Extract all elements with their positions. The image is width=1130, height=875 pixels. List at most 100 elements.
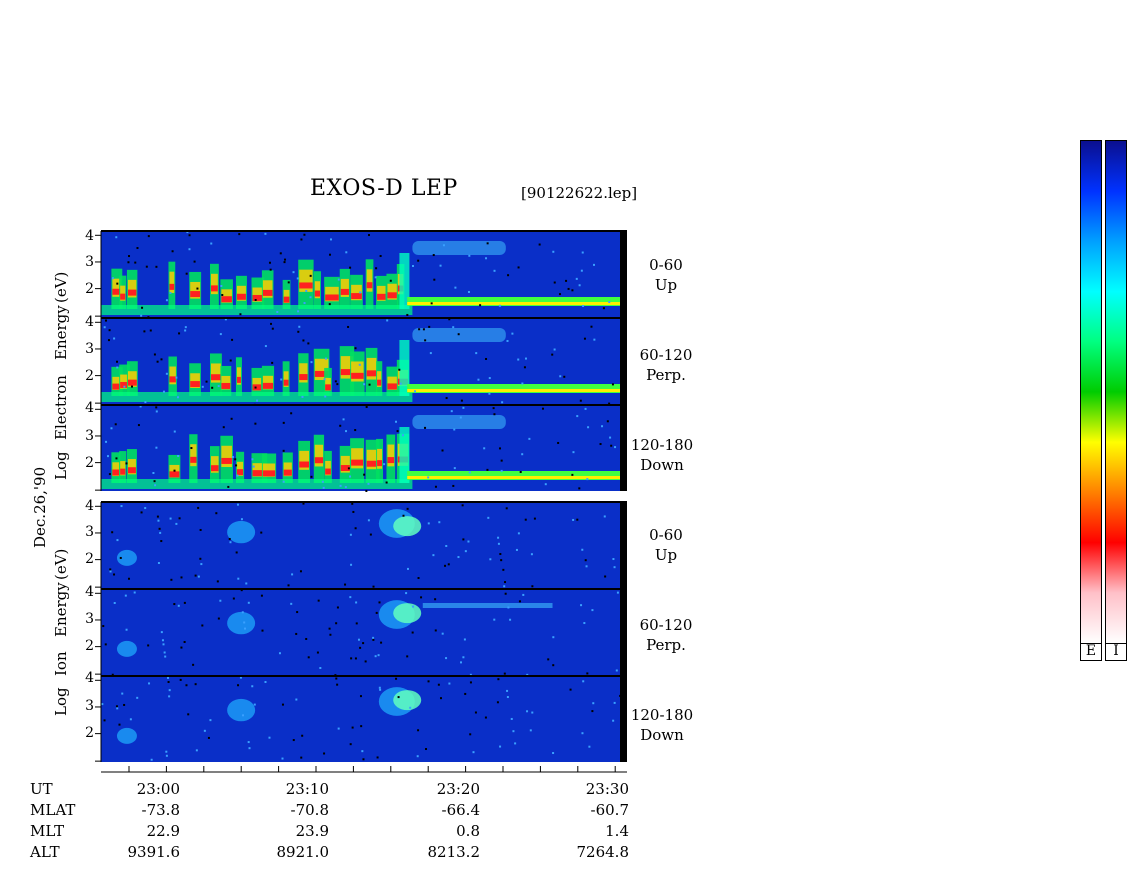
energy-burst-peak (236, 469, 244, 476)
noise-speck (601, 425, 604, 428)
noise-speck (368, 383, 371, 386)
noise-speck (350, 563, 353, 566)
post-step-band (407, 297, 620, 306)
noise-speck (354, 527, 357, 530)
noise-speck (613, 566, 616, 569)
noise-speck (522, 593, 525, 596)
noise-speck (176, 396, 179, 399)
energy-burst-peak (377, 460, 383, 467)
noise-speck (374, 276, 377, 279)
low-energy-band (101, 305, 413, 315)
noise-speck (337, 727, 340, 730)
noise-speck (136, 247, 139, 250)
noise-speck (350, 657, 353, 660)
noise-speck (376, 756, 379, 759)
noise-speck (580, 269, 583, 272)
noise-speck (354, 657, 357, 660)
noise-speck (507, 606, 510, 609)
noise-speck (469, 733, 472, 736)
noise-speck (468, 471, 471, 474)
tick-label: 2 (85, 368, 94, 384)
noise-speck (582, 680, 585, 683)
tick-label: 3 (85, 524, 94, 540)
noise-speck (418, 328, 421, 331)
noise-speck (300, 238, 303, 241)
faint-arc (412, 241, 506, 255)
mlt-value: 1.4 (605, 822, 629, 840)
noise-speck (116, 707, 119, 710)
noise-speck (219, 333, 222, 336)
noise-speck (571, 289, 574, 292)
noise-speck (169, 291, 172, 294)
noise-speck (203, 729, 206, 732)
noise-speck (576, 415, 579, 418)
row-label-ut: UT (30, 780, 53, 798)
noise-speck (486, 242, 489, 245)
energy-burst-core (377, 371, 382, 387)
noise-speck (457, 556, 460, 559)
noise-speck (434, 598, 437, 601)
noise-speck (402, 514, 405, 517)
noise-speck (497, 536, 500, 539)
noise-speck (116, 360, 119, 363)
noise-speck (186, 231, 189, 234)
noise-speck (362, 758, 365, 761)
noise-speck (115, 705, 118, 708)
noise-speck (127, 577, 130, 580)
noise-speck (235, 464, 238, 467)
noise-speck (167, 676, 170, 679)
noise-speck (347, 325, 350, 328)
noise-speck (517, 266, 520, 269)
noise-speck (362, 642, 365, 645)
noise-speck (526, 710, 529, 713)
noise-speck (417, 729, 420, 732)
noise-speck (134, 261, 137, 264)
ion-blob (227, 611, 256, 635)
noise-speck (412, 605, 415, 608)
noise-speck (337, 278, 340, 281)
noise-speck (579, 399, 582, 402)
noise-speck (459, 661, 462, 664)
noise-speck (357, 638, 360, 641)
noise-speck (297, 330, 300, 333)
noise-speck (442, 244, 445, 247)
energy-burst-peak (377, 379, 382, 386)
energy-burst-core (262, 375, 274, 390)
noise-speck (336, 383, 339, 386)
noise-speck (148, 682, 151, 685)
pitch-direction: Down (640, 726, 684, 744)
energy-burst-peak (127, 467, 136, 474)
noise-speck (531, 585, 534, 588)
noise-speck (287, 584, 290, 587)
noise-speck (585, 565, 588, 568)
noise-speck (156, 360, 159, 363)
noise-speck (351, 502, 354, 505)
noise-speck (237, 577, 240, 580)
panel-edge (620, 318, 627, 404)
noise-speck (609, 436, 612, 439)
energy-burst-core (283, 289, 290, 303)
noise-speck (183, 601, 186, 604)
noise-speck (483, 447, 486, 450)
noise-speck (187, 713, 190, 716)
energy-burst-peak (283, 379, 289, 386)
energy-step (399, 340, 410, 396)
mlat-value: -70.8 (290, 801, 329, 819)
noise-speck (178, 332, 181, 335)
noise-speck (180, 646, 183, 649)
noise-speck (498, 447, 501, 450)
noise-speck (479, 304, 482, 307)
noise-speck (322, 486, 325, 489)
noise-speck (592, 702, 595, 705)
energy-burst-core (210, 273, 218, 295)
noise-speck (244, 627, 247, 630)
noise-speck (459, 416, 462, 419)
noise-speck (379, 688, 382, 691)
noise-speck (367, 519, 370, 522)
noise-speck (162, 643, 165, 646)
alt-value: 7264.8 (576, 843, 630, 861)
energy-burst-peak (120, 468, 126, 475)
energy-burst-peak (169, 283, 175, 290)
energy-burst-peak (351, 459, 364, 466)
noise-speck (159, 531, 162, 534)
